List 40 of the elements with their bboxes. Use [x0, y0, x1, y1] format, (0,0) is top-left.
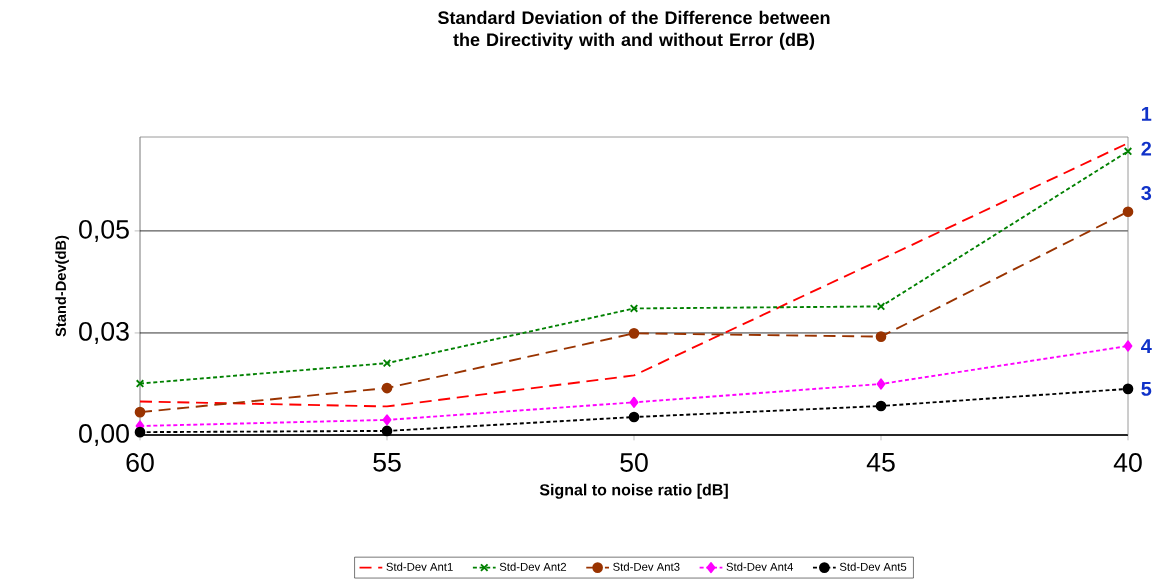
point — [876, 378, 886, 390]
annotation: 4 — [1141, 339, 1152, 353]
point — [1122, 206, 1134, 218]
legend-label: Std-Dev Ant5 — [839, 562, 907, 571]
point — [381, 382, 393, 394]
point — [382, 414, 392, 426]
point — [1123, 147, 1133, 156]
point — [134, 426, 146, 438]
annotation: 1 — [1141, 106, 1152, 121]
point — [876, 302, 886, 311]
point — [135, 379, 145, 388]
point — [381, 425, 393, 437]
point — [875, 400, 887, 412]
annotation: 3 — [1141, 185, 1152, 201]
point — [629, 396, 639, 408]
legend-label: Std-Dev Ant4 — [726, 562, 794, 571]
x-axis-title: Signal to noise ratio [dB] — [539, 483, 728, 499]
y-tick-label: 0,05 — [79, 219, 129, 242]
legend-label: Std-Dev Ant3 — [613, 562, 680, 571]
y-axis-title: Stand-Dev(dB) — [55, 235, 69, 337]
point — [628, 411, 640, 423]
x-tick-label: 45 — [866, 453, 895, 472]
annotation: 5 — [1141, 381, 1152, 396]
point — [1123, 340, 1133, 352]
point — [628, 328, 640, 339]
legend-label: Std-Dev Ant2 — [499, 562, 567, 571]
y-tick-label: 0,00 — [79, 423, 129, 447]
point — [875, 331, 887, 342]
point — [382, 358, 392, 368]
y-tick-label: 0,03 — [79, 321, 129, 344]
legend-label: Std-Dev Ant1 — [386, 562, 453, 571]
x-tick-label: 60 — [126, 453, 154, 472]
x-tick-label: 55 — [373, 453, 401, 472]
x-tick-label: 40 — [1113, 453, 1142, 472]
chart-title: Standard Deviation of the Difference between the Directivity with and without Error (dB) — [437, 10, 830, 50]
point — [134, 406, 146, 418]
point — [629, 304, 639, 313]
annotation: 2 — [1141, 141, 1152, 156]
point — [1122, 383, 1134, 395]
x-tick-label: 50 — [620, 453, 648, 472]
